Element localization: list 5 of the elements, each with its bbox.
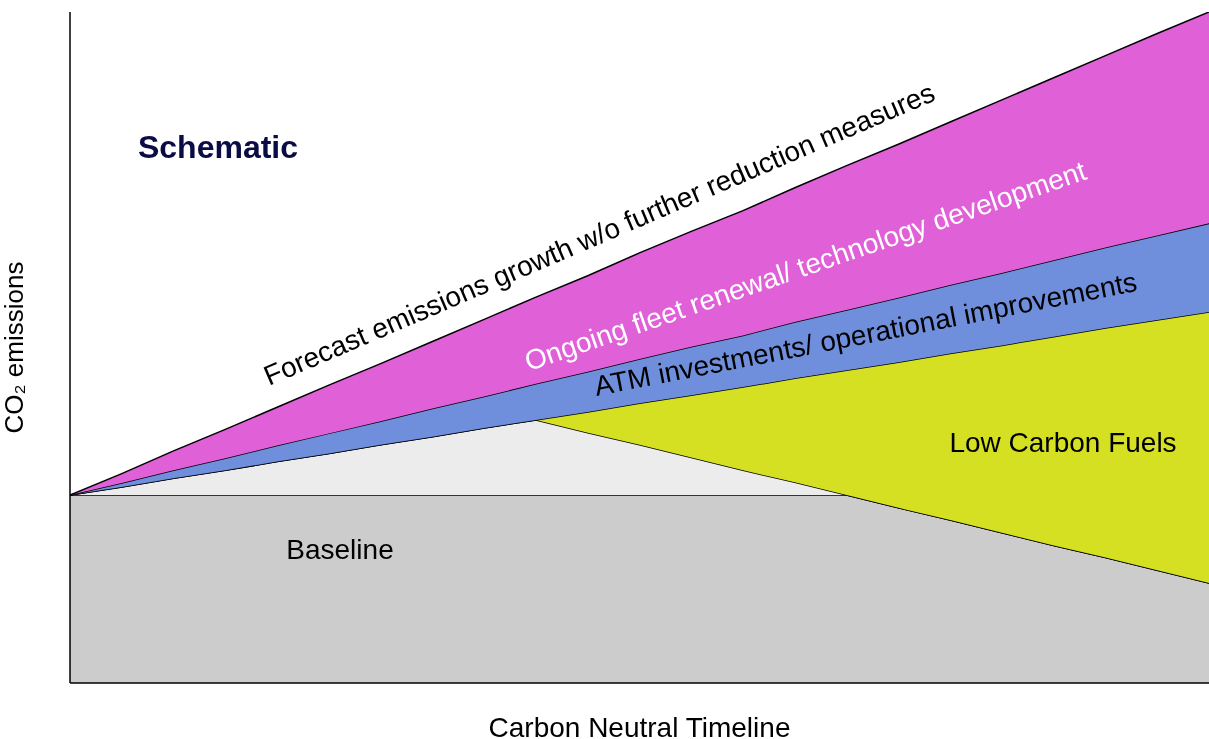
series-label: Low Carbon Fuels [949, 427, 1177, 459]
annotation: Schematic [137, 129, 299, 166]
x-axis-title: Carbon Neutral Timeline [488, 712, 791, 739]
series-label: Baseline [286, 534, 394, 566]
y-axis-title: CO₂ emissions [0, 261, 30, 434]
